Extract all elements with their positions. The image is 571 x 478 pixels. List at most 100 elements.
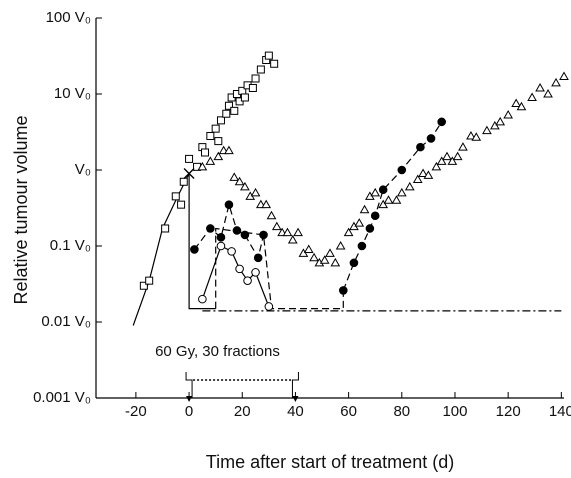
- triangle-point: [490, 120, 500, 130]
- triangle-point: [404, 181, 415, 191]
- triangle-point: [383, 195, 394, 204]
- y-tick-label: 0.1 V₀: [50, 237, 91, 254]
- triangle-point: [543, 88, 553, 98]
- square-point: [230, 106, 239, 115]
- triangle-point: [447, 156, 458, 165]
- triangle-point: [412, 174, 423, 183]
- triangle-point: [535, 82, 545, 92]
- x-tick-label: 0: [185, 403, 193, 420]
- square-point: [145, 276, 154, 285]
- triangle-point: [442, 151, 452, 161]
- filled-circle-point: [338, 286, 348, 295]
- square-point: [139, 281, 148, 290]
- x-tick-label: 120: [496, 403, 521, 420]
- triangle-point: [482, 125, 492, 135]
- filled-circle-point: [190, 245, 199, 254]
- triangle-point: [282, 227, 293, 237]
- open-circle-point: [227, 247, 236, 256]
- triangle-point: [359, 204, 370, 214]
- filled-circle-point: [437, 117, 446, 127]
- triangle-point: [343, 227, 354, 237]
- square-point: [270, 59, 279, 68]
- triangle-point: [319, 255, 330, 264]
- square-point: [177, 200, 186, 209]
- open-circle-point: [264, 302, 274, 311]
- triangle-point: [527, 92, 537, 101]
- triangle-point: [325, 248, 335, 257]
- triangle-point: [197, 161, 208, 171]
- triangle-point: [240, 181, 250, 191]
- triangle-point: [250, 187, 261, 197]
- annotation-label: 60 Gy, 30 fractions: [155, 343, 280, 360]
- triangle-point: [458, 142, 468, 151]
- x-tick-label: 80: [393, 403, 410, 420]
- triangle-point: [396, 187, 407, 197]
- annotation-start: [185, 372, 193, 398]
- triangle-point: [495, 116, 506, 126]
- annotation-end: [291, 372, 299, 398]
- triangle-point: [303, 244, 314, 253]
- filled-circle-point: [253, 253, 263, 263]
- square-point: [216, 116, 225, 125]
- y-tick-label: 10 V₀: [54, 85, 91, 102]
- triangle-point: [271, 221, 282, 231]
- open-circle-point: [251, 268, 260, 277]
- y-tick-label: V₀: [75, 161, 91, 178]
- open-circle-point: [216, 241, 226, 251]
- cross-point: [183, 167, 195, 179]
- square-point: [161, 224, 170, 233]
- square-point: [171, 192, 180, 201]
- filled-circle-point: [378, 185, 388, 195]
- square-point: [240, 93, 249, 102]
- x-tick-label: -20: [125, 403, 147, 420]
- open-circle-point: [198, 294, 207, 304]
- square-point: [256, 65, 265, 74]
- triangle-point: [452, 151, 463, 161]
- square-point: [222, 109, 231, 118]
- x-tick-label: 20: [234, 403, 251, 420]
- triangle-point: [224, 145, 234, 155]
- filled-circle-point: [349, 258, 359, 268]
- triangle-point: [234, 176, 245, 186]
- square-point: [185, 154, 194, 163]
- square-point: [264, 51, 273, 60]
- open-circle-point: [243, 276, 252, 285]
- x-tick-label: 100: [442, 403, 467, 420]
- x-tick-label: 40: [287, 403, 304, 420]
- arrowhead: [186, 396, 193, 402]
- filled-circle-point: [216, 233, 226, 242]
- square-point: [248, 83, 257, 92]
- triangle-point: [293, 227, 303, 237]
- triangle-point: [287, 234, 298, 244]
- x-axis-label: Time after start of treatment (d): [206, 452, 454, 472]
- square-point: [251, 74, 260, 83]
- filled-circle-point: [370, 211, 380, 221]
- square-point: [224, 101, 233, 110]
- arrowhead: [292, 396, 299, 402]
- triangle-point: [516, 101, 527, 111]
- filled-circle-point: [206, 224, 215, 233]
- triangle-point: [266, 210, 277, 220]
- triangle-point: [471, 132, 482, 141]
- triangle-point: [511, 98, 521, 107]
- square-point: [211, 124, 220, 133]
- triangle-point: [309, 252, 319, 262]
- triangle-point: [423, 170, 434, 179]
- y-tick-label: 100 V₀: [46, 9, 91, 26]
- triangle-point: [229, 172, 240, 181]
- triangle-point: [551, 77, 561, 87]
- open-circle-point: [235, 264, 244, 274]
- x-tick-label: 140: [549, 403, 571, 420]
- filled-circle-point: [397, 165, 407, 175]
- triangle-point: [261, 199, 272, 209]
- square-point: [179, 177, 188, 186]
- triangle-point: [418, 168, 428, 177]
- triangle-point: [431, 161, 442, 171]
- y-axis-label: Relative tumour volume: [11, 115, 31, 304]
- x-tick-label: 60: [340, 403, 357, 420]
- filled-circle-point: [240, 230, 250, 240]
- y-tick-label: 0.001 V₀: [33, 389, 91, 406]
- square-point: [201, 148, 210, 157]
